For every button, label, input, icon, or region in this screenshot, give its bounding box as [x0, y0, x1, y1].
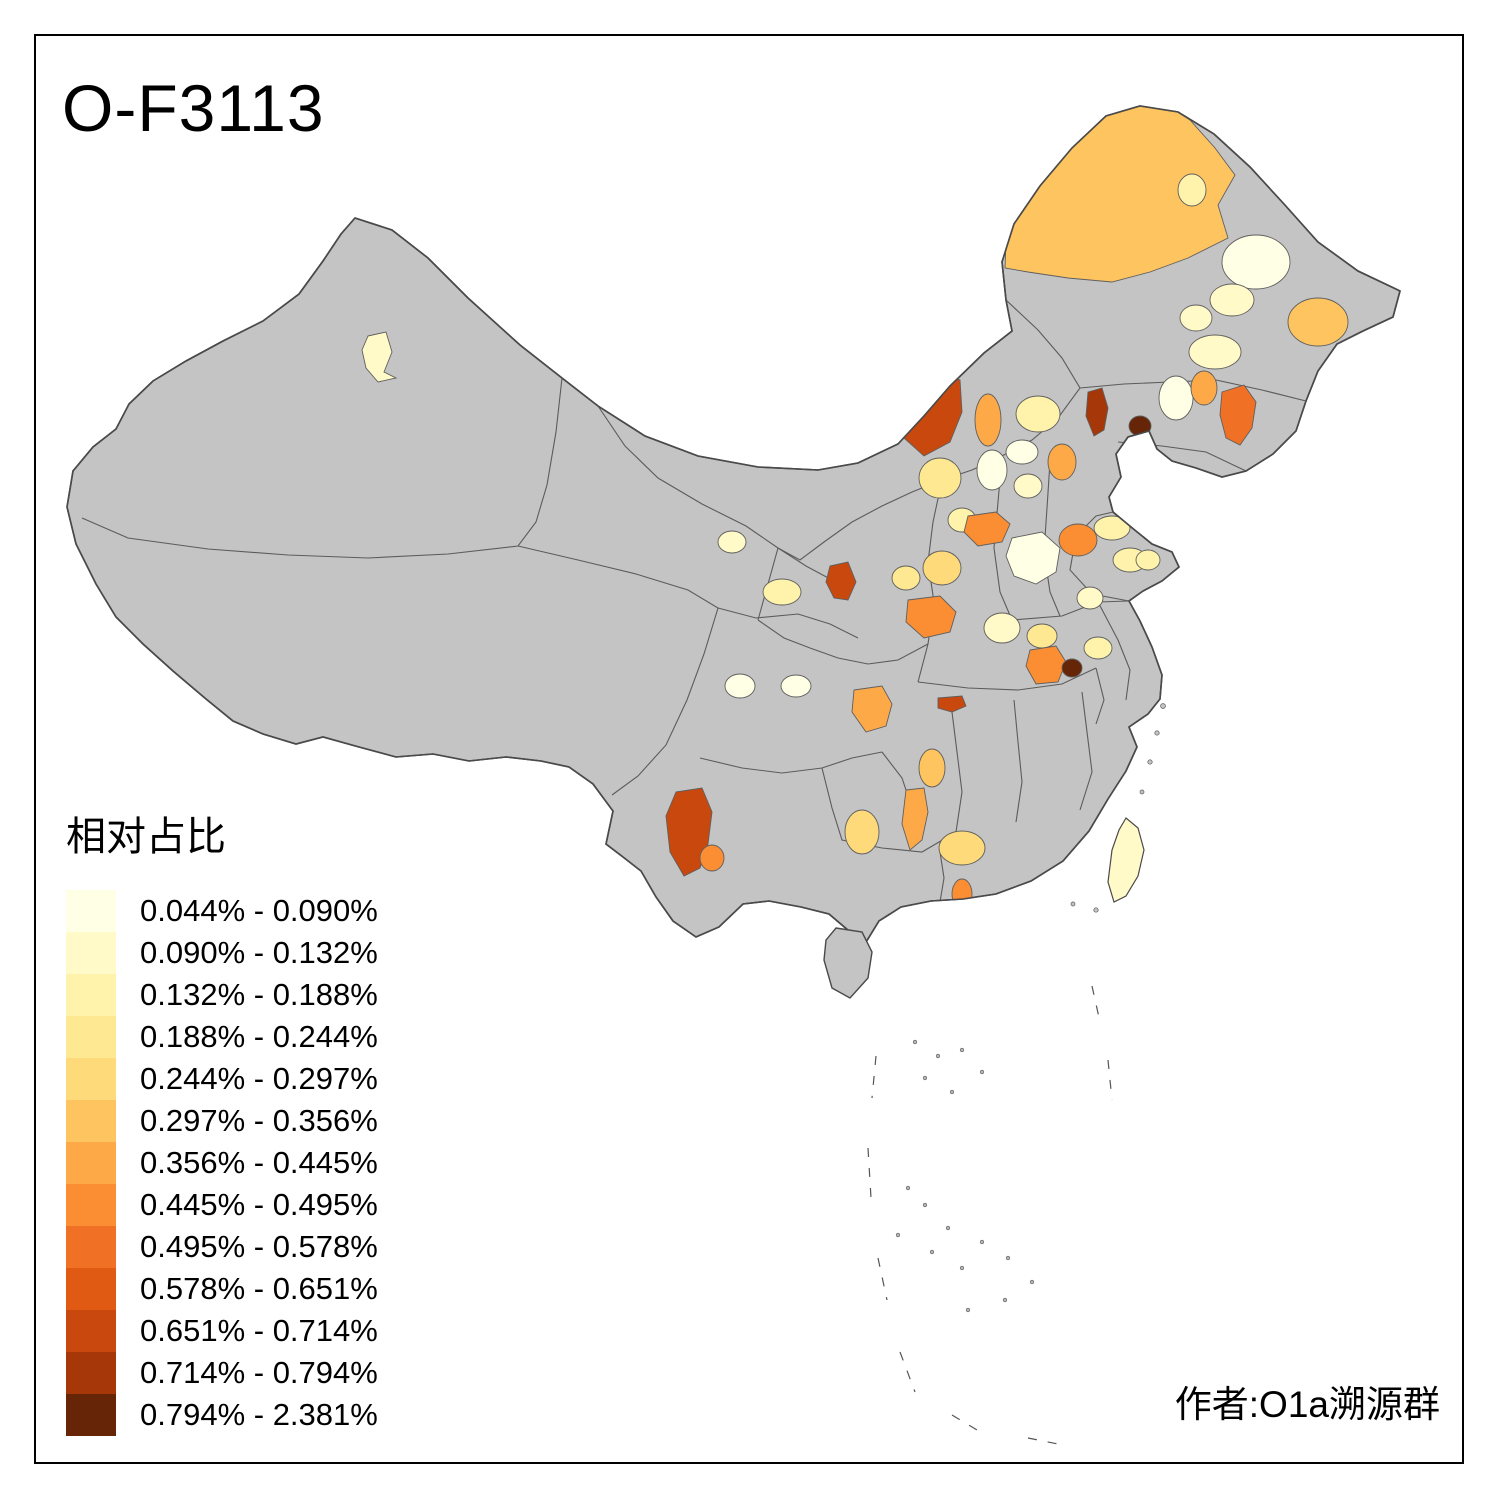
coastal-island-dots: [1070, 703, 1166, 913]
legend-label: 0.132% - 0.188%: [140, 977, 378, 1012]
attribution: 作者:O1a溯源群: [1174, 1384, 1440, 1425]
map-region: [1221, 234, 1291, 290]
map-region: [1093, 515, 1131, 541]
legend-row: 0.244% - 0.297%: [66, 1058, 378, 1100]
map-region: [1005, 439, 1039, 465]
map-region: [951, 878, 973, 910]
legend-label: 0.090% - 0.132%: [140, 935, 378, 970]
legend-label: 0.244% - 0.297%: [140, 1061, 378, 1096]
legend-swatch: [66, 1058, 116, 1100]
legend-label: 0.445% - 0.495%: [140, 1187, 378, 1222]
map-region: [1085, 387, 1109, 437]
map-region: [1209, 283, 1255, 317]
taiwan-island: [1107, 817, 1145, 903]
legend-swatch: [66, 1226, 116, 1268]
map-region: [762, 578, 802, 606]
legend-row: 0.356% - 0.445%: [66, 1142, 378, 1184]
map-region: [1287, 297, 1349, 347]
legend-row: 0.132% - 0.188%: [66, 974, 378, 1016]
legend: 相对占比 0.044% - 0.090% 0.090% - 0.132% 0.1…: [66, 804, 378, 1436]
legend-label: 0.495% - 0.578%: [140, 1229, 378, 1264]
legend-row: 0.714% - 0.794%: [66, 1352, 378, 1394]
legend-label: 0.714% - 0.794%: [140, 1355, 378, 1390]
map-region: [1005, 531, 1061, 585]
legend-row: 0.044% - 0.090%: [66, 890, 378, 932]
map-region: [1026, 623, 1058, 649]
map-region: [976, 449, 1008, 491]
legend-row: 0.651% - 0.714%: [66, 1310, 378, 1352]
legend-label: 0.297% - 0.356%: [140, 1103, 378, 1138]
legend-row: 0.495% - 0.578%: [66, 1226, 378, 1268]
sea-boundary-dashes: [867, 985, 1113, 1445]
map-region: [937, 695, 967, 713]
hainan-island: [823, 927, 873, 999]
map-region: [918, 457, 962, 499]
legend-row: 0.794% - 2.381%: [66, 1394, 378, 1436]
legend-row: 0.445% - 0.495%: [66, 1184, 378, 1226]
map-region: [938, 830, 986, 866]
map-region: [974, 393, 1002, 447]
legend-row: 0.188% - 0.244%: [66, 1016, 378, 1058]
map-region: [1061, 658, 1083, 678]
map-region: [1058, 523, 1098, 557]
map-region: [717, 530, 747, 554]
legend-swatch: [66, 932, 116, 974]
map-region: [1015, 395, 1061, 433]
figure-title: O-F3113: [62, 71, 325, 145]
map-region: [891, 565, 921, 591]
map-region: [825, 561, 857, 601]
legend-swatch: [66, 1394, 116, 1436]
legend-row: 0.090% - 0.132%: [66, 932, 378, 974]
legend-swatch: [66, 1142, 116, 1184]
map-region: [1188, 334, 1242, 370]
legend-label: 0.356% - 0.445%: [140, 1145, 378, 1180]
map-region: [780, 674, 812, 698]
map-region: [963, 511, 1011, 547]
legend-swatch: [66, 974, 116, 1016]
map-region: [1135, 549, 1161, 571]
map-region: [918, 748, 946, 788]
map-region: [1047, 443, 1077, 481]
legend-swatch: [66, 1184, 116, 1226]
legend-row: 0.578% - 0.651%: [66, 1268, 378, 1310]
map-region: [724, 673, 756, 699]
map-region: [1013, 473, 1043, 499]
legend-swatch: [66, 1268, 116, 1310]
legend-label: 0.578% - 0.651%: [140, 1271, 378, 1306]
map-region: [1158, 375, 1194, 421]
legend-swatch: [66, 1352, 116, 1394]
map-region: [905, 595, 957, 639]
legend-label: 0.044% - 0.090%: [140, 893, 378, 928]
map-region: [1076, 586, 1104, 610]
legend-swatch: [66, 1016, 116, 1058]
map-region: [1219, 384, 1257, 446]
map-region: [1177, 173, 1207, 207]
map-region: [844, 809, 880, 855]
legend-row: 0.297% - 0.356%: [66, 1100, 378, 1142]
map-region: [1179, 304, 1213, 332]
map-region: [983, 612, 1021, 644]
legend-label: 0.188% - 0.244%: [140, 1019, 378, 1054]
map-region: [1083, 636, 1113, 660]
map-region: [699, 844, 725, 872]
map-region: [901, 787, 929, 851]
legend-swatch: [66, 1310, 116, 1352]
islands: [823, 703, 1166, 1445]
map-region: [922, 550, 962, 586]
legend-title: 相对占比: [66, 815, 226, 859]
legend-label: 0.651% - 0.714%: [140, 1313, 378, 1348]
map-region: [851, 685, 893, 733]
legend-swatch: [66, 890, 116, 932]
legend-swatch: [66, 1100, 116, 1142]
south-china-sea-islands: [895, 1039, 1035, 1313]
legend-items: 0.044% - 0.090% 0.090% - 0.132% 0.132% -…: [66, 890, 378, 1436]
map-region: [361, 331, 398, 383]
china-outline: [66, 105, 1401, 949]
map-region: [1025, 645, 1067, 685]
legend-label: 0.794% - 2.381%: [140, 1397, 378, 1432]
map-region: [1190, 370, 1218, 406]
